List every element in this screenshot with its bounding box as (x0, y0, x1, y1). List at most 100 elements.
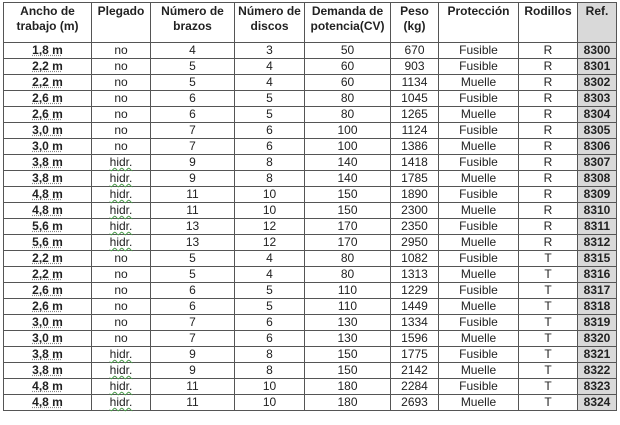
cell-protection: Fusible (438, 154, 519, 171)
header-rollers: Rodillos (518, 2, 578, 43)
cell-text: T (544, 331, 552, 345)
table-row: 2,6 m no 6 5 80 1265 Muelle R 8304 (3, 106, 617, 123)
cell-ref: 8308 (577, 170, 617, 187)
cell-text: 8309 (583, 187, 611, 201)
cell-text: 4,8 m (32, 203, 63, 217)
cell-text: 8310 (583, 203, 611, 217)
spec-table: Ancho de trabajo (m) Plegado Número de bra… (3, 2, 617, 411)
cell-text: 6 (189, 299, 196, 313)
cell-ref: 8315 (577, 250, 617, 267)
cell-power: 80 (304, 90, 391, 107)
cell-text: Fusible (459, 91, 498, 105)
cell-text: R (543, 219, 553, 233)
cell-width: 2,6 m (3, 298, 92, 315)
header-protection: Protección (438, 2, 519, 43)
cell-text: Fusible (459, 155, 498, 169)
cell-text: 5,6 m (32, 219, 63, 233)
cell-text: T (544, 395, 552, 409)
cell-power: 100 (304, 122, 391, 139)
cell-text: 5 (189, 267, 196, 281)
cell-text: Fusible (459, 379, 498, 393)
cell-text: Fusible (459, 59, 498, 73)
cell-text: 4 (266, 251, 273, 265)
cell-weight: 2284 (390, 378, 439, 395)
cell-text: 8315 (583, 251, 611, 265)
cell-arms: 7 (150, 122, 235, 139)
cell-width: 5,6 m (3, 234, 92, 251)
cell-arms: 13 (150, 218, 235, 235)
cell-width: 3,8 m (3, 346, 92, 363)
cell-text: 150 (337, 347, 358, 361)
cell-arms: 5 (150, 58, 235, 75)
cell-power: 130 (304, 314, 391, 331)
cell-text: 903 (404, 59, 425, 73)
cell-text: 2142 (401, 363, 428, 377)
cell-protection: Fusible (438, 314, 519, 331)
cell-text: Muelle (460, 267, 497, 281)
cell-arms: 9 (150, 170, 235, 187)
table-row: 3,8 m hidr. 9 8 140 1418 Fusible R 8307 (3, 154, 617, 171)
table-row: 2,2 m no 5 4 80 1082 Fusible T 8315 (3, 250, 617, 267)
cell-text: no (114, 299, 128, 313)
cell-text: no (114, 91, 128, 105)
cell-folding: no (91, 74, 151, 91)
cell-text: Fusible (459, 251, 498, 265)
cell-text: 3,0 m (32, 315, 63, 329)
cell-protection: Muelle (438, 74, 519, 91)
cell-width: 5,6 m (3, 218, 92, 235)
cell-rollers: R (518, 74, 578, 91)
cell-protection: Fusible (438, 346, 519, 363)
cell-text: 2300 (401, 203, 428, 217)
cell-text: 1449 (401, 299, 428, 313)
cell-text: 5 (266, 299, 273, 313)
table-row: 3,0 m no 7 6 100 1386 Muelle R 8306 (3, 138, 617, 155)
cell-rollers: R (518, 58, 578, 75)
cell-text: 2,2 m (32, 75, 63, 89)
cell-text: 8308 (583, 171, 611, 185)
cell-text: T (544, 379, 552, 393)
cell-text: 5,6 m (32, 235, 63, 249)
cell-text: 8316 (583, 267, 611, 281)
cell-text: Muelle (460, 75, 497, 89)
header-power: Demanda de potencia(CV) (304, 2, 391, 43)
cell-ref: 8301 (577, 58, 617, 75)
cell-weight: 1386 (390, 138, 439, 155)
cell-power: 180 (304, 394, 391, 411)
cell-text: R (543, 91, 553, 105)
cell-arms: 6 (150, 90, 235, 107)
cell-text: 4 (266, 267, 273, 281)
cell-text: 9 (189, 155, 196, 169)
cell-weight: 2693 (390, 394, 439, 411)
cell-power: 110 (304, 282, 391, 299)
cell-text: 100 (337, 123, 358, 137)
cell-folding: no (91, 298, 151, 315)
cell-discs: 8 (234, 362, 305, 379)
cell-power: 80 (304, 106, 391, 123)
cell-rollers: R (518, 106, 578, 123)
cell-text: Fusible (459, 123, 498, 137)
cell-rollers: R (518, 122, 578, 139)
cell-discs: 10 (234, 394, 305, 411)
cell-protection: Muelle (438, 394, 519, 411)
cell-text: 5 (266, 283, 273, 297)
cell-arms: 11 (150, 394, 235, 411)
cell-text: 8 (266, 155, 273, 169)
cell-folding: no (91, 250, 151, 267)
cell-text: 13 (185, 219, 200, 233)
cell-protection: Muelle (438, 234, 519, 251)
cell-weight: 1082 (390, 250, 439, 267)
cell-text: R (543, 187, 553, 201)
cell-text: hidr. (109, 347, 133, 361)
cell-text: 8312 (583, 235, 611, 249)
cell-ref: 8309 (577, 186, 617, 203)
cell-text: 3,8 m (32, 155, 63, 169)
cell-text: Muelle (460, 107, 497, 121)
cell-discs: 4 (234, 250, 305, 267)
cell-text: 9 (189, 363, 196, 377)
cell-text: 2,2 m (32, 59, 63, 73)
cell-discs: 6 (234, 330, 305, 347)
cell-text: 7 (189, 315, 196, 329)
cell-protection: Fusible (438, 58, 519, 75)
cell-text: 6 (266, 123, 273, 137)
cell-arms: 6 (150, 282, 235, 299)
